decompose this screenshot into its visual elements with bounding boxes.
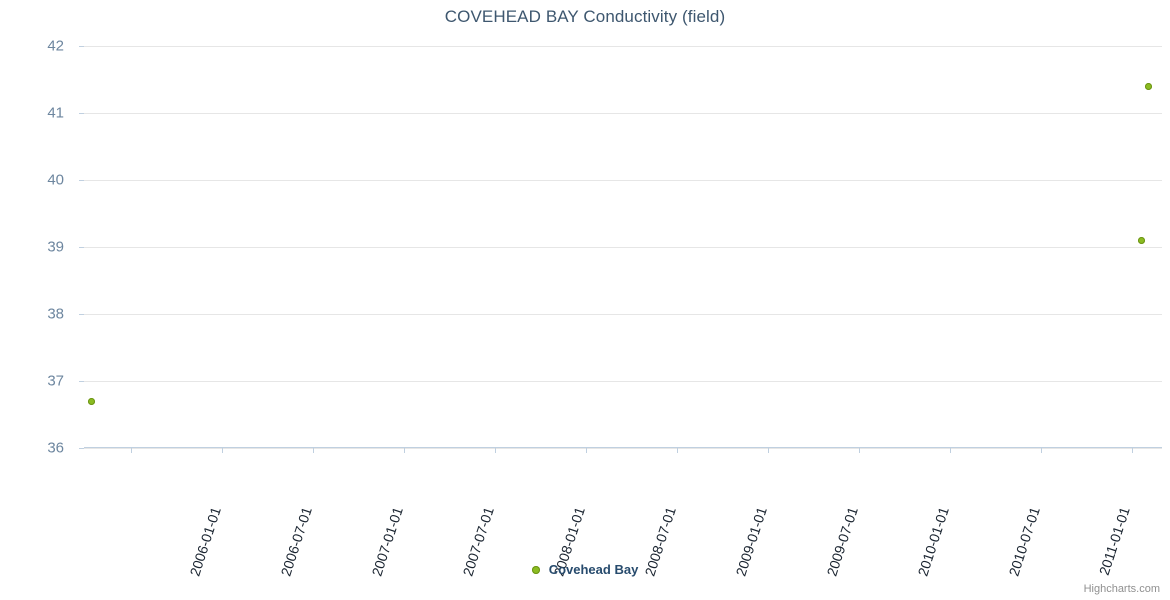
x-tick-mark	[586, 448, 587, 453]
x-tick-mark	[495, 448, 496, 453]
chart-title: COVEHEAD BAY Conductivity (field)	[444, 7, 726, 26]
y-tick-label: 38	[47, 305, 64, 323]
x-tick-mark	[859, 448, 860, 453]
x-tick-mark	[677, 448, 678, 453]
y-tick-label: 42	[47, 37, 64, 55]
x-tick-mark	[313, 448, 314, 453]
highcharts-credits-link[interactable]: Highcharts.com	[1083, 583, 1160, 595]
plot-area: 42 41 40 39 38 37 36 2006-01-01 2006-07-01 2007-0…	[47, 38, 1162, 578]
data-point[interactable]	[1144, 82, 1152, 90]
x-axis-line	[84, 447, 1162, 448]
x-tick-mark	[222, 448, 223, 453]
y-tick-label: 40	[47, 171, 64, 189]
y-tick-mark	[79, 381, 84, 382]
y-gridline	[84, 448, 1162, 449]
y-tick-label: 37	[47, 372, 64, 390]
legend-item-label: Covehead Bay	[548, 562, 639, 577]
y-gridline	[84, 381, 1162, 382]
y-gridline	[84, 314, 1162, 315]
y-tick-mark	[79, 46, 84, 47]
y-gridline	[84, 180, 1162, 181]
y-tick-mark	[79, 247, 84, 248]
x-tick-mark	[768, 448, 769, 453]
y-tick-mark	[79, 314, 84, 315]
x-tick-mark	[131, 448, 132, 453]
y-gridline	[84, 247, 1162, 248]
y-gridline	[84, 46, 1162, 47]
y-gridline	[84, 113, 1162, 114]
chart-legend: Covehead Bay	[0, 562, 1170, 577]
legend-item-covehead-bay[interactable]: Covehead Bay	[531, 562, 639, 577]
x-tick-mark	[404, 448, 405, 453]
x-tick-mark	[1132, 448, 1133, 453]
y-tick-label: 36	[47, 439, 64, 457]
y-tick-label: 39	[47, 238, 64, 256]
x-tick-mark	[950, 448, 951, 453]
y-tick-mark	[79, 180, 84, 181]
data-point[interactable]	[87, 397, 95, 405]
data-point[interactable]	[1137, 236, 1145, 244]
legend-marker-icon	[531, 565, 540, 574]
x-tick-mark	[1041, 448, 1042, 453]
y-tick-label: 41	[47, 104, 64, 122]
y-tick-mark	[79, 448, 84, 449]
y-tick-mark	[79, 113, 84, 114]
